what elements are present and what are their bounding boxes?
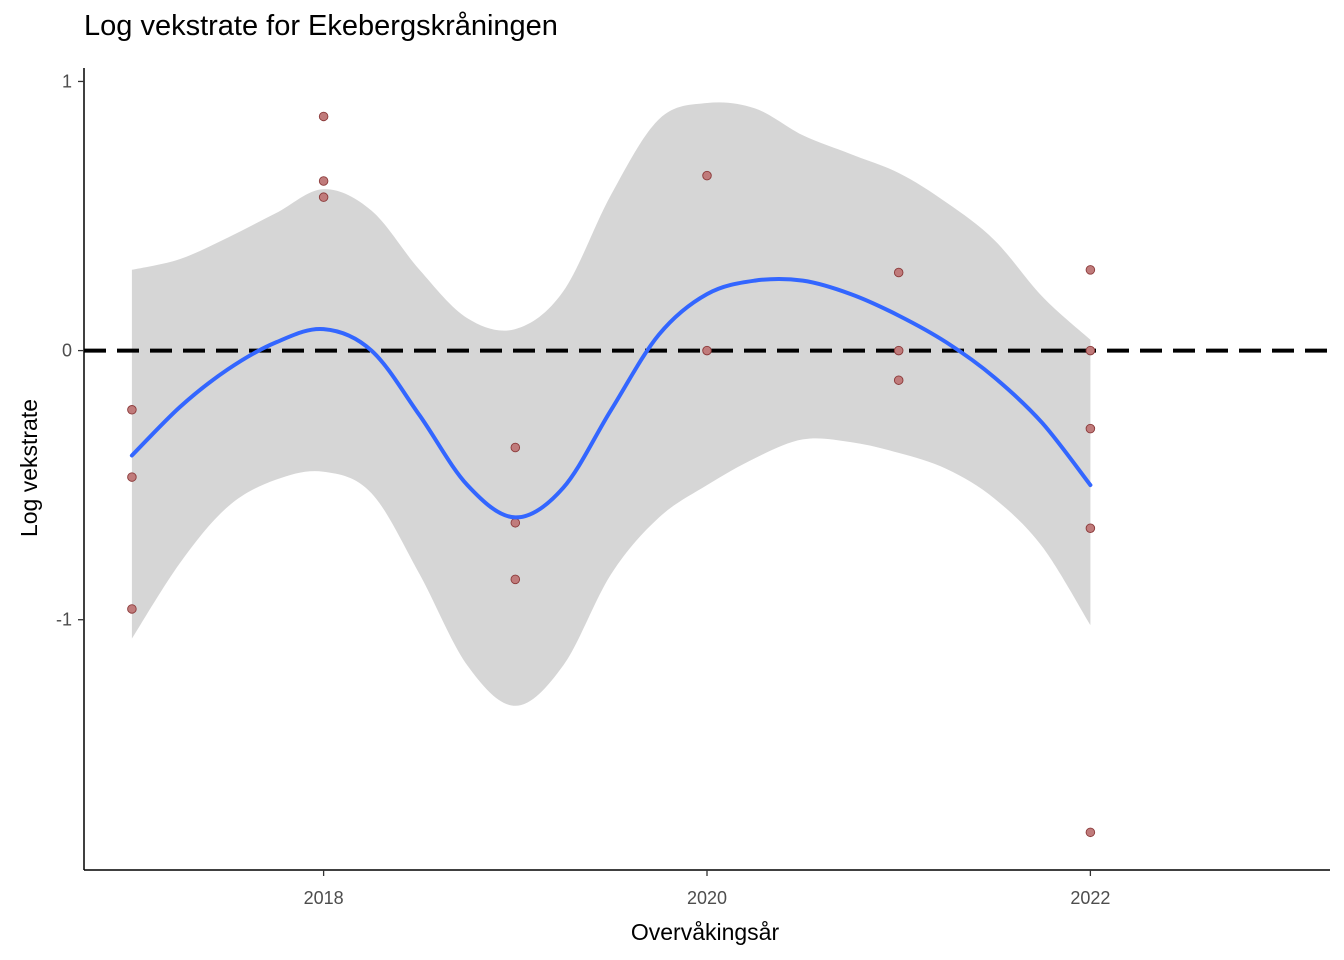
data-point [318, 111, 329, 122]
data-point [1085, 423, 1096, 434]
data-point [127, 405, 137, 415]
data-point [893, 267, 904, 278]
data-point [702, 345, 712, 356]
data-point [127, 604, 137, 614]
data-point [510, 574, 521, 585]
y-tick-label: 0 [62, 341, 72, 361]
data-point [1085, 523, 1096, 533]
smooth-line-layer [129, 276, 1093, 520]
y-tick-label: -1 [56, 610, 72, 630]
confidence-band-layer [131, 102, 1091, 706]
axes-layer: -1 0 1 2018 2020 2022 [56, 68, 1330, 908]
data-point [1085, 345, 1096, 356]
data-point [510, 518, 521, 528]
data-point [127, 472, 137, 482]
data-point [318, 176, 329, 186]
points-layer [127, 111, 1096, 838]
data-point [893, 375, 904, 385]
chart-title: Log vekstrate for Ekebergskråningen [84, 10, 558, 42]
data-point [893, 345, 904, 356]
y-axis-title: Log vekstrate [16, 399, 42, 537]
confidence-band [131, 102, 1091, 706]
data-point [510, 442, 521, 453]
y-tick-label: 1 [62, 71, 72, 91]
x-axis-title: Overvåkingsår [631, 919, 780, 945]
data-point [702, 170, 712, 181]
x-tick-label: 2022 [1070, 888, 1110, 908]
data-point [1085, 265, 1096, 275]
data-point [1085, 827, 1096, 838]
x-tick-label: 2020 [687, 888, 727, 908]
x-tick-label: 2018 [304, 888, 344, 908]
data-point [318, 192, 329, 202]
smooth-line [129, 276, 1093, 520]
